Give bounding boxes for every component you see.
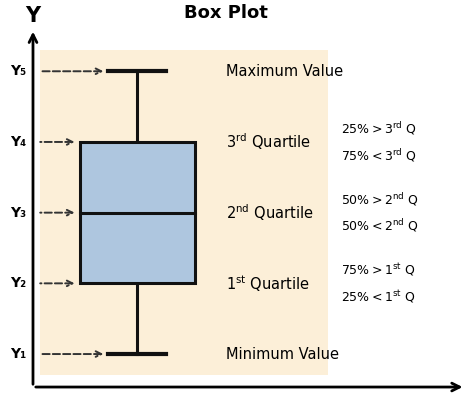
Text: Minimum Value: Minimum Value bbox=[226, 347, 339, 362]
Text: Y₃: Y₃ bbox=[10, 206, 27, 219]
Text: Box Plot: Box Plot bbox=[184, 4, 268, 22]
Text: $50\%>2^{\mathregular{nd}}$ Q: $50\%>2^{\mathregular{nd}}$ Q bbox=[341, 191, 419, 208]
Text: Y: Y bbox=[26, 6, 41, 26]
Text: Y₁: Y₁ bbox=[10, 347, 27, 361]
Text: $50\%<2^{\mathregular{nd}}$ Q: $50\%<2^{\mathregular{nd}}$ Q bbox=[341, 217, 419, 234]
Text: Y₂: Y₂ bbox=[10, 276, 27, 290]
Text: Y₅: Y₅ bbox=[10, 64, 27, 78]
Text: Maximum Value: Maximum Value bbox=[226, 64, 343, 79]
FancyBboxPatch shape bbox=[40, 50, 328, 375]
Text: $25\%<1^{\mathregular{st}}$ Q: $25\%<1^{\mathregular{st}}$ Q bbox=[341, 288, 416, 305]
Text: $75\%>1^{\mathregular{st}}$ Q: $75\%>1^{\mathregular{st}}$ Q bbox=[341, 262, 416, 279]
Bar bbox=[80, 142, 195, 283]
Text: $25\%>3^{\mathregular{rd}}$ Q: $25\%>3^{\mathregular{rd}}$ Q bbox=[341, 120, 417, 137]
Text: $1^{\mathregular{st}}$ Quartile: $1^{\mathregular{st}}$ Quartile bbox=[226, 273, 310, 294]
Text: $2^{\mathregular{nd}}$ Quartile: $2^{\mathregular{nd}}$ Quartile bbox=[226, 202, 313, 223]
Text: $75\%<3^{\mathregular{rd}}$ Q: $75\%<3^{\mathregular{rd}}$ Q bbox=[341, 147, 417, 164]
Text: Y₄: Y₄ bbox=[10, 135, 27, 149]
Text: $3^{\mathregular{rd}}$ Quartile: $3^{\mathregular{rd}}$ Quartile bbox=[226, 132, 311, 152]
